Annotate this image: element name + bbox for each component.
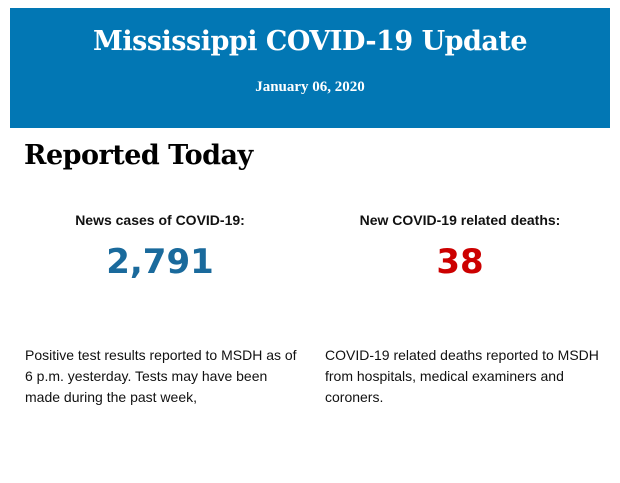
cases-value: 2,791: [106, 242, 214, 282]
deaths-value: 38: [436, 242, 484, 282]
section-title: Reported Today: [24, 140, 253, 171]
cases-description: Positive test results reported to MSDH a…: [25, 347, 297, 405]
cases-label: News cases of COVID-19:: [75, 212, 245, 228]
deaths-description: COVID-19 related deaths reported to MSDH…: [325, 347, 599, 405]
header-banner: Mississippi COVID-19 Update January 06, …: [10, 8, 610, 128]
page-title: Mississippi COVID-19 Update: [92, 26, 528, 57]
deaths-label: New COVID-19 related deaths:: [359, 212, 561, 228]
deaths-panel: New COVID-19 related deaths: 38: [315, 212, 605, 282]
cases-panel: News cases of COVID-19: 2,791: [15, 212, 305, 282]
report-date: January 06, 2020: [255, 79, 365, 95]
